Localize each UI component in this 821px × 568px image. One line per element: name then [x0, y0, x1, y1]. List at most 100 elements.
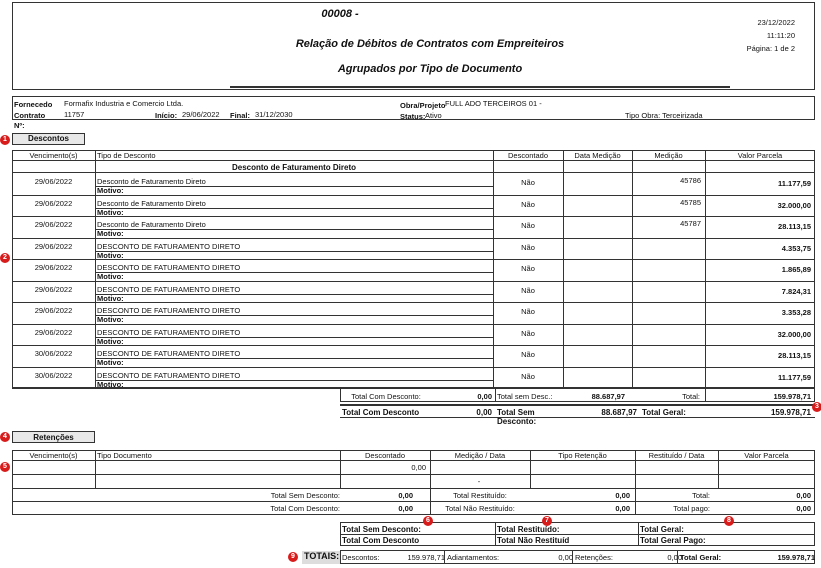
text: 159.978,71 [407, 553, 445, 562]
totals-box [340, 550, 815, 564]
text: 159.978,71 [773, 392, 811, 401]
text: Nº: [14, 121, 25, 130]
column-divider [95, 150, 96, 388]
print-date: 23/12/2022 [757, 18, 795, 27]
retention-table [12, 450, 815, 515]
text: 0,00 [558, 553, 573, 562]
due-date: 30/06/2022 [34, 349, 73, 358]
measurement: 45786 [680, 176, 701, 185]
column-header: Descontado [507, 151, 549, 160]
section-title: Retenções [33, 433, 74, 442]
discounted: Não [521, 371, 535, 381]
motive-rule [95, 229, 493, 230]
text: - [477, 477, 481, 486]
totals-tab [302, 551, 340, 564]
rule [430, 488, 431, 501]
installment-value: 28.113,15 [778, 351, 811, 360]
grand-rule [340, 404, 815, 406]
discount-type: DESCONTO DE FATURAMENTO DIRETO [97, 306, 241, 315]
section-title: Descontos [28, 134, 69, 143]
column-divider [530, 450, 531, 488]
text: 0,00 [477, 392, 492, 401]
discounted: Não [521, 178, 535, 187]
discount-type: DESCONTO DE FATURAMENTO DIRETO [97, 370, 241, 380]
motive-label: Motivo: [97, 250, 124, 260]
text: Total Sem Desconto: [342, 525, 421, 534]
due-date: 29/06/2022 [34, 177, 73, 186]
rule [677, 550, 678, 564]
due-date: 29/06/2022 [34, 263, 73, 272]
rule [638, 522, 639, 546]
text: 159.978,71 [777, 553, 815, 562]
rule [444, 550, 445, 564]
text: 0,00 [796, 491, 811, 500]
rule [12, 366, 815, 368]
motive-rule [95, 250, 493, 252]
rule [12, 488, 815, 489]
motive-rule [95, 379, 493, 381]
discounted: Não [521, 307, 535, 316]
print-time: 11:11:20 [766, 31, 795, 40]
discount-type: Desconto de Faturamento Direto [97, 220, 206, 229]
text: Total pago: [673, 504, 710, 513]
text: Ativo [425, 111, 442, 120]
installment-value: 3.353,28 [781, 308, 811, 317]
installment-value: 4.353,75 [781, 243, 811, 253]
due-date: 29/06/2022 [34, 241, 73, 251]
motive-rule [95, 186, 493, 187]
column-header: Data Medição [574, 151, 621, 160]
text: Formafix Industria e Comercio Ltda. [64, 99, 184, 108]
column-divider [493, 150, 494, 388]
marker: 4 [0, 432, 10, 442]
text: 88.687,97 [591, 392, 625, 401]
motive-label: Motivo: [97, 293, 124, 303]
rule [430, 501, 431, 514]
column-divider [95, 450, 96, 488]
text: Total Não Restituíd [497, 536, 570, 545]
rule [705, 388, 706, 402]
text: 0,00 [476, 408, 492, 417]
title-underline [230, 86, 730, 88]
totals-label: TOTAIS: [304, 551, 340, 561]
marker: 9 [288, 552, 298, 562]
text: 159.978,71 [770, 408, 811, 417]
text: Fornecedo [14, 100, 53, 109]
text: Adiantamentos: [447, 553, 500, 562]
info-box [12, 96, 815, 120]
motive-rule [95, 336, 493, 338]
text: Total Geral: [680, 553, 722, 562]
text: Total: [682, 392, 700, 401]
motive-rule [95, 272, 493, 273]
rule [12, 172, 815, 173]
text: Total Com Desconto: [351, 392, 421, 401]
text: Total Com Desconto [342, 536, 420, 545]
column-header: Descontado [364, 451, 406, 460]
motive-rule [95, 207, 493, 209]
measurement: 45787 [680, 219, 701, 228]
motive-rule [95, 293, 493, 295]
rule [12, 501, 815, 502]
text: 29/06/2022 [182, 110, 220, 119]
text: 0,00 [411, 463, 426, 472]
installment-value: 1.865,89 [781, 265, 811, 274]
discount-type: DESCONTO DE FATURAMENTO DIRETO [97, 349, 241, 358]
column-header: Vencimento(s) [29, 451, 78, 460]
due-date: 29/06/2022 [34, 198, 73, 208]
text: 0,00 [398, 504, 413, 513]
due-date: 29/06/2022 [34, 327, 73, 337]
column-divider [705, 150, 706, 388]
discounted: Não [521, 328, 535, 338]
motive-label: Motivo: [97, 186, 124, 195]
section-tab [12, 431, 95, 443]
text: Total Geral: [640, 525, 684, 534]
rule [495, 522, 496, 546]
column-header: Tipo Retenção [558, 451, 607, 460]
text: Tipo Obra: Terceirizada [625, 111, 703, 120]
text: 0,00 [615, 504, 630, 513]
installment-value: 11.177,59 [778, 372, 811, 382]
text: Total Sem Desconto: [497, 408, 537, 426]
text: Retenções: [575, 553, 613, 562]
text: FULL ADO TERCEIROS 01 - [445, 99, 542, 108]
rule [12, 345, 815, 346]
marker: 3 [812, 402, 821, 412]
